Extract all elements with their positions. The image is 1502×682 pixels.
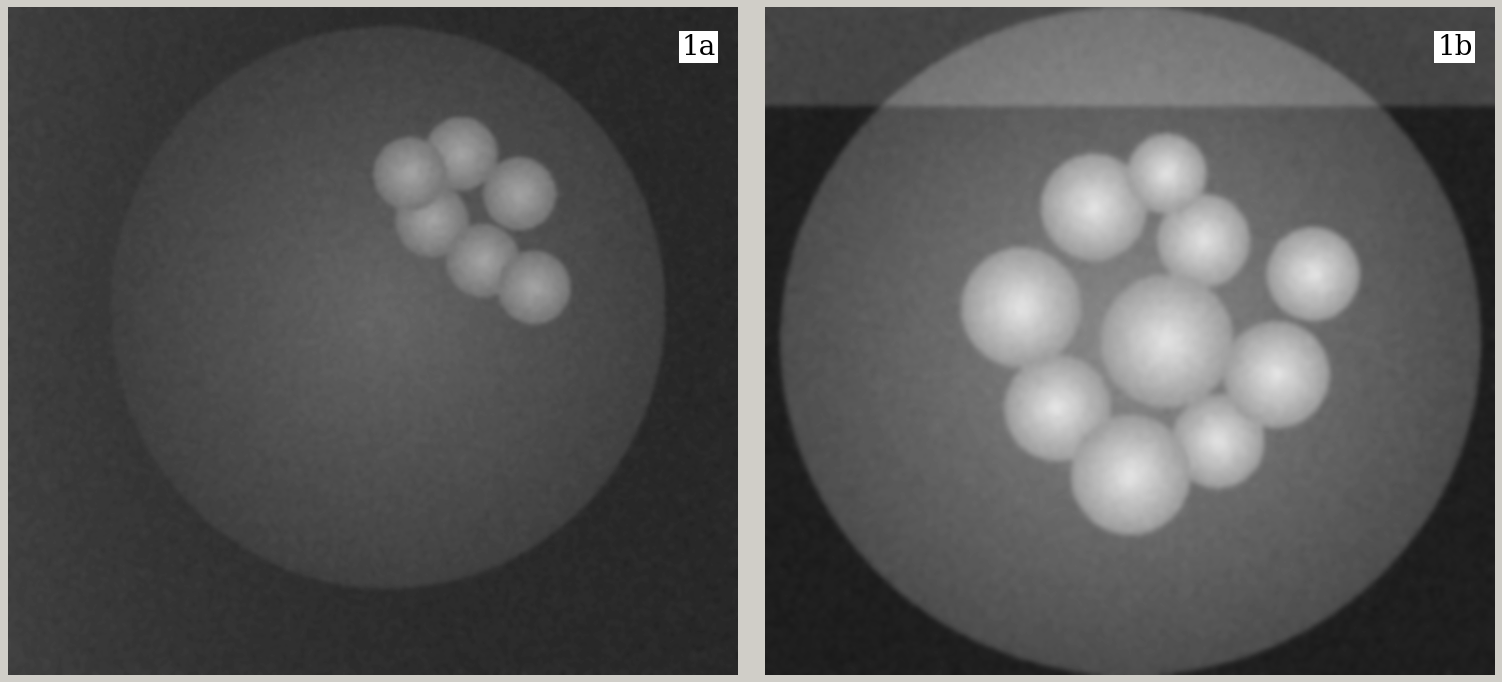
Text: 1a: 1a [682, 33, 715, 61]
Text: 1b: 1b [1437, 33, 1472, 61]
